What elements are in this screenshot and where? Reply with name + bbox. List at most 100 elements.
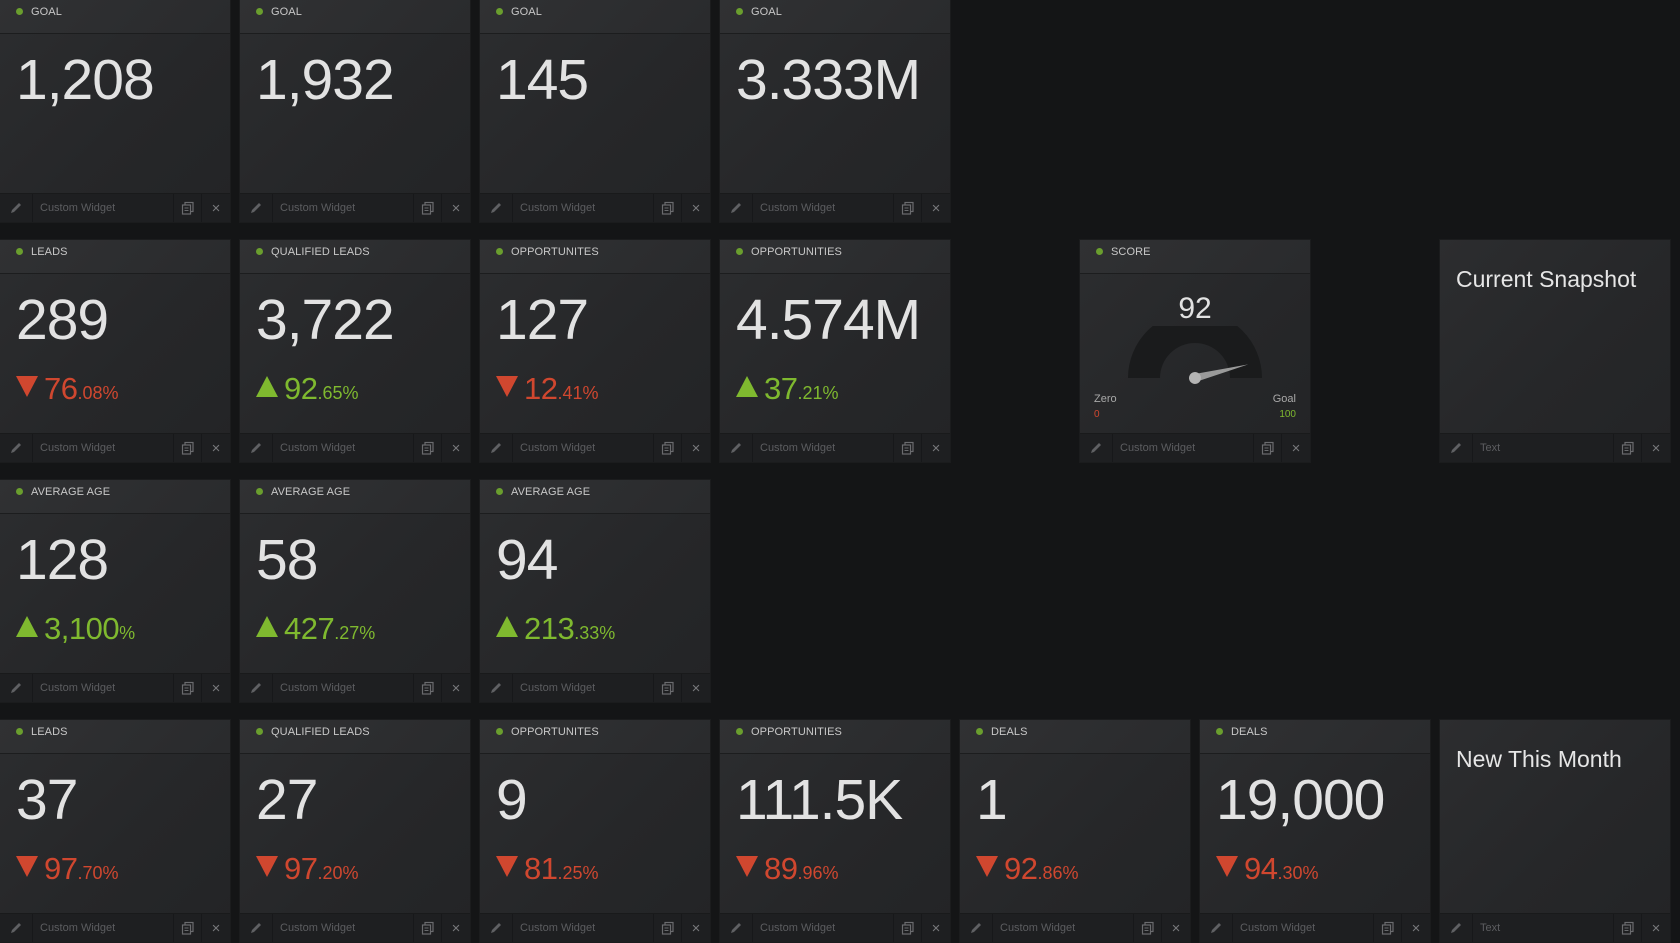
pencil-icon[interactable] [480, 914, 513, 942]
widget-deals[interactable]: DEALS 19,000 94.30% Custom Widget × [1200, 720, 1430, 942]
pencil-icon[interactable] [480, 674, 513, 702]
copy-icon[interactable] [1613, 914, 1642, 942]
widget-header[interactable]: QUALIFIED LEADS [240, 240, 470, 274]
copy-icon[interactable] [1133, 914, 1162, 942]
copy-icon[interactable] [413, 434, 442, 462]
close-icon[interactable]: × [441, 914, 470, 942]
pencil-icon[interactable] [720, 194, 753, 222]
pencil-icon[interactable] [240, 914, 273, 942]
widget-header[interactable]: OPPORTUNITES [480, 720, 710, 754]
widget-average-age[interactable]: AVERAGE AGE 94 213.33% Custom Widget × [480, 480, 710, 702]
widget-header[interactable]: SCORE [1080, 240, 1310, 274]
close-icon[interactable]: × [201, 674, 230, 702]
copy-icon[interactable] [413, 674, 442, 702]
pencil-icon[interactable] [240, 674, 273, 702]
widget-average-age[interactable]: AVERAGE AGE 58 427.27% Custom Widget × [240, 480, 470, 702]
widget-qualified-leads[interactable]: QUALIFIED LEADS 27 97.20% Custom Widget × [240, 720, 470, 942]
widget-opportunities[interactable]: OPPORTUNITIES 4.574M 37.21% Custom Widget × [720, 240, 950, 462]
widget-footer: Custom Widget × [480, 673, 710, 702]
widget-header[interactable]: OPPORTUNITIES [720, 720, 950, 754]
widget-qualified-leads[interactable]: QUALIFIED LEADS 3,722 92.65% Custom Widget × [240, 240, 470, 462]
close-icon[interactable]: × [921, 434, 950, 462]
copy-icon[interactable] [653, 194, 682, 222]
widget-score[interactable]: SCORE 92 Zero 0 Goal 100 Custom Widget × [1080, 240, 1310, 462]
close-icon[interactable]: × [441, 674, 470, 702]
close-icon[interactable]: × [201, 434, 230, 462]
copy-icon[interactable] [893, 434, 922, 462]
copy-icon[interactable] [173, 194, 202, 222]
widget-header[interactable]: LEADS [0, 240, 230, 274]
close-icon[interactable]: × [441, 434, 470, 462]
pencil-icon[interactable] [720, 434, 753, 462]
widget-header[interactable]: OPPORTUNITES [480, 240, 710, 274]
pencil-icon[interactable] [0, 674, 33, 702]
close-icon[interactable]: × [441, 194, 470, 222]
widget-header[interactable]: GOAL [720, 0, 950, 34]
widget-header[interactable]: DEALS [1200, 720, 1430, 754]
copy-icon[interactable] [893, 194, 922, 222]
widget-header[interactable]: GOAL [480, 0, 710, 34]
close-icon[interactable]: × [681, 914, 710, 942]
widget-header[interactable]: LEADS [0, 720, 230, 754]
widget-leads[interactable]: LEADS 289 76.08% Custom Widget × [0, 240, 230, 462]
copy-icon[interactable] [653, 674, 682, 702]
close-icon[interactable]: × [1641, 434, 1670, 462]
copy-icon[interactable] [653, 434, 682, 462]
close-icon[interactable]: × [681, 434, 710, 462]
pencil-icon[interactable] [720, 914, 753, 942]
copy-icon[interactable] [413, 914, 442, 942]
widget-header[interactable]: AVERAGE AGE [240, 480, 470, 514]
widget-current-snapshot[interactable]: Current Snapshot Text × [1440, 240, 1670, 462]
pencil-icon[interactable] [0, 194, 33, 222]
widget-opportunities[interactable]: OPPORTUNITES 127 12.41% Custom Widget × [480, 240, 710, 462]
pencil-icon[interactable] [480, 434, 513, 462]
close-icon[interactable]: × [1401, 914, 1430, 942]
pencil-icon[interactable] [1440, 914, 1473, 942]
widget-header[interactable]: OPPORTUNITIES [720, 240, 950, 274]
widget-deals[interactable]: DEALS 1 92.86% Custom Widget × [960, 720, 1190, 942]
copy-icon[interactable] [1373, 914, 1402, 942]
copy-icon[interactable] [1253, 434, 1282, 462]
close-icon[interactable]: × [201, 914, 230, 942]
copy-icon[interactable] [173, 674, 202, 702]
close-icon[interactable]: × [201, 194, 230, 222]
pencil-icon[interactable] [240, 194, 273, 222]
pencil-icon[interactable] [240, 434, 273, 462]
pencil-icon[interactable] [480, 194, 513, 222]
widget-new-this-month[interactable]: New This Month Text × [1440, 720, 1670, 942]
widget-goal[interactable]: GOAL 145 Custom Widget × [480, 0, 710, 222]
copy-icon[interactable] [173, 914, 202, 942]
widget-header[interactable]: AVERAGE AGE [0, 480, 230, 514]
widget-header[interactable]: GOAL [240, 0, 470, 34]
copy-icon[interactable] [1613, 434, 1642, 462]
widget-header[interactable]: AVERAGE AGE [480, 480, 710, 514]
widget-average-age[interactable]: AVERAGE AGE 128 3,100% Custom Widget × [0, 480, 230, 702]
close-icon[interactable]: × [1281, 434, 1310, 462]
close-icon[interactable]: × [1161, 914, 1190, 942]
widget-leads[interactable]: LEADS 37 97.70% Custom Widget × [0, 720, 230, 942]
close-icon[interactable]: × [681, 674, 710, 702]
widget-opportunities[interactable]: OPPORTUNITES 9 81.25% Custom Widget × [480, 720, 710, 942]
widget-goal[interactable]: GOAL 3.333M Custom Widget × [720, 0, 950, 222]
pencil-icon[interactable] [0, 434, 33, 462]
widget-header[interactable]: QUALIFIED LEADS [240, 720, 470, 754]
pencil-icon[interactable] [960, 914, 993, 942]
close-icon[interactable]: × [1641, 914, 1670, 942]
copy-icon[interactable] [653, 914, 682, 942]
pencil-icon[interactable] [0, 914, 33, 942]
copy-icon[interactable] [413, 194, 442, 222]
widget-goal[interactable]: GOAL 1,208 Custom Widget × [0, 0, 230, 222]
status-dot-icon [736, 8, 743, 15]
close-icon[interactable]: × [681, 194, 710, 222]
widget-goal[interactable]: GOAL 1,932 Custom Widget × [240, 0, 470, 222]
pencil-icon[interactable] [1440, 434, 1473, 462]
widget-opportunities[interactable]: OPPORTUNITIES 111.5K 89.96% Custom Widget × [720, 720, 950, 942]
close-icon[interactable]: × [921, 194, 950, 222]
widget-header[interactable]: DEALS [960, 720, 1190, 754]
copy-icon[interactable] [893, 914, 922, 942]
widget-header[interactable]: GOAL [0, 0, 230, 34]
close-icon[interactable]: × [921, 914, 950, 942]
copy-icon[interactable] [173, 434, 202, 462]
pencil-icon[interactable] [1080, 434, 1113, 462]
pencil-icon[interactable] [1200, 914, 1233, 942]
